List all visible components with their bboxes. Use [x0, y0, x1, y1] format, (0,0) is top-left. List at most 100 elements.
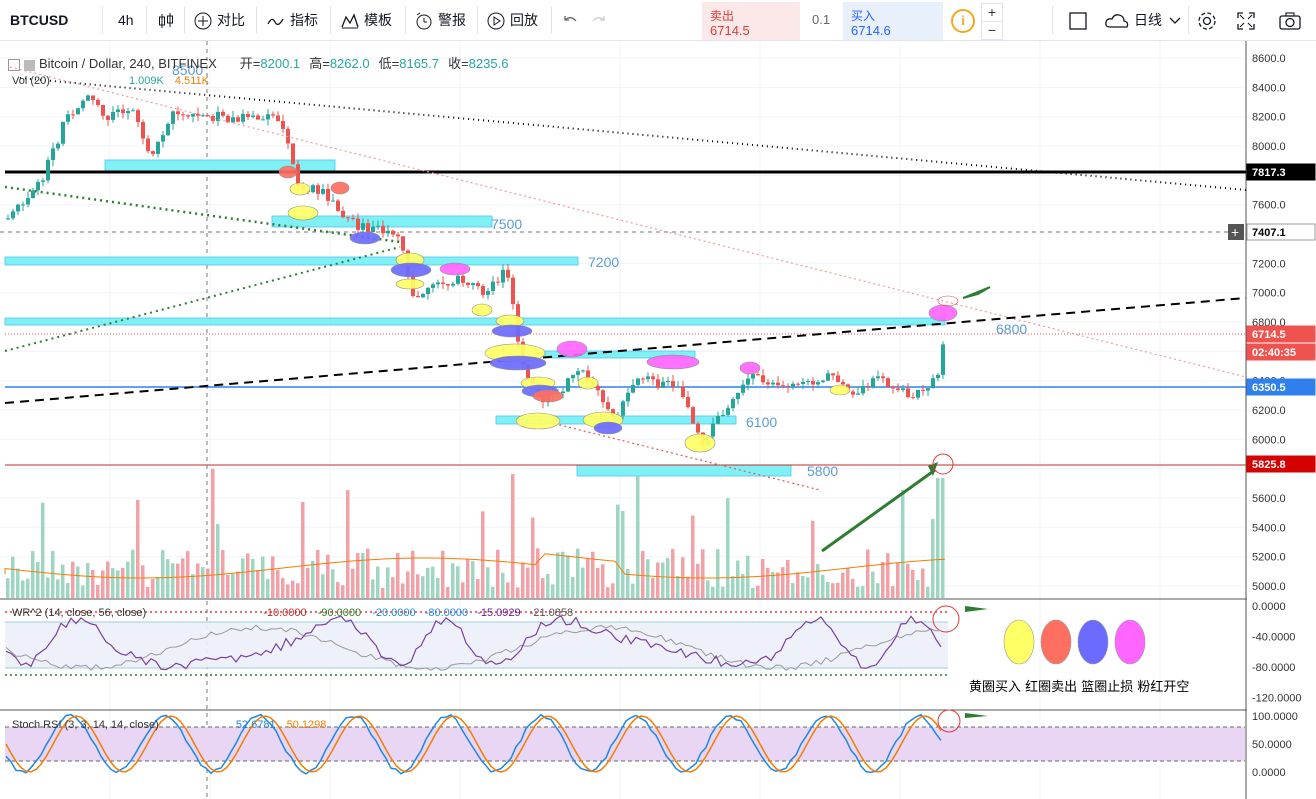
- templates-button[interactable]: 模板: [340, 0, 392, 40]
- candle-body: [61, 121, 65, 144]
- signal-ellipse: [489, 355, 547, 371]
- volume-bar: [796, 572, 800, 598]
- candle-body: [36, 181, 40, 191]
- volume-bar: [596, 567, 600, 598]
- uptrend-line: [4, 297, 1247, 404]
- wr-tick-label: -80.0000: [1252, 662, 1295, 674]
- interval-button[interactable]: 4h: [118, 12, 134, 28]
- vol-value: 1.009K: [128, 75, 164, 87]
- candle-body: [171, 111, 175, 124]
- volume-bar: [11, 556, 15, 598]
- candle-body: [51, 148, 55, 160]
- timeframe-button[interactable]: 日线: [1104, 0, 1186, 40]
- increase-qty-button[interactable]: +: [981, 3, 1003, 22]
- buy-button[interactable]: 买入 6714.6: [843, 2, 943, 40]
- candle-body: [651, 376, 655, 380]
- layout-button[interactable]: [1068, 0, 1092, 40]
- decrease-qty-button[interactable]: −: [981, 21, 1003, 40]
- sell-price: 6714.5: [710, 23, 750, 38]
- volume-bar: [186, 551, 190, 598]
- volume-bar: [876, 583, 880, 598]
- volume-bar: [276, 570, 280, 598]
- alert-button[interactable]: 警报: [414, 0, 466, 40]
- price-badge-label: 7407.1: [1252, 227, 1286, 239]
- indicators-label: 指标: [290, 12, 318, 28]
- candle-body: [346, 217, 350, 219]
- volume-bar: [411, 550, 415, 598]
- undo-button[interactable]: [561, 0, 583, 40]
- indicators-button[interactable]: 指标: [266, 0, 318, 40]
- volume-bar: [296, 583, 300, 598]
- candle-body: [206, 115, 210, 117]
- volume-bar: [496, 549, 500, 598]
- volume-bar: [266, 578, 270, 598]
- volume-bar: [291, 580, 295, 598]
- candle-body: [931, 378, 935, 389]
- candle-body: [741, 384, 745, 393]
- redo-button[interactable]: [590, 0, 612, 40]
- candle-body: [936, 374, 940, 379]
- candle-body: [871, 378, 875, 388]
- signal-ellipse: [390, 262, 432, 278]
- candle-body: [311, 185, 315, 193]
- signal-ellipse: [928, 304, 958, 322]
- candle-body: [806, 381, 810, 383]
- volume-bar: [751, 587, 755, 598]
- volume-bar: [176, 563, 180, 598]
- top-toolbar: BTCUSD 4h 对比 指标 模板 警报 回放 卖出 6714.5 0.1 买…: [0, 0, 1316, 41]
- volume-bar: [756, 585, 760, 598]
- compare-button[interactable]: 对比: [193, 0, 245, 40]
- candle-body: [71, 114, 75, 116]
- volume-bar: [806, 577, 810, 598]
- volume-bar: [271, 556, 275, 598]
- volume-bar: [86, 563, 90, 598]
- chart-type-button[interactable]: [156, 0, 180, 40]
- green-trend-line: [4, 246, 401, 352]
- candle-body: [176, 111, 180, 115]
- candle-body: [691, 407, 695, 424]
- candle-body: [66, 114, 70, 122]
- price-axis[interactable]: 8600.08400.08200.08000.07800.07600.07400…: [1247, 41, 1316, 799]
- candle-body: [571, 374, 575, 379]
- snapshot-button[interactable]: [1278, 0, 1306, 40]
- volume-bar: [816, 564, 820, 598]
- candle-body: [751, 374, 755, 379]
- volume-bar: [901, 489, 905, 598]
- volume-bar: [711, 586, 715, 598]
- fullscreen-button[interactable]: [1236, 0, 1260, 40]
- signal-ellipse: [278, 165, 298, 179]
- candle-body: [666, 381, 670, 383]
- info-icon[interactable]: i: [951, 9, 975, 33]
- square-icon: [1068, 12, 1092, 30]
- volume-bar: [661, 562, 665, 598]
- volume-bar: [686, 576, 690, 598]
- volume-bar: [286, 584, 290, 598]
- candle-body: [491, 281, 495, 291]
- volume-bar: [911, 569, 915, 598]
- volume-bar: [501, 572, 505, 598]
- candle-body: [331, 200, 335, 202]
- volume-bar: [421, 576, 425, 598]
- candle-body: [721, 414, 725, 417]
- volume-bar: [696, 563, 700, 598]
- collapse-icon[interactable]: [8, 59, 20, 72]
- candle-body: [496, 281, 500, 283]
- replay-icon: [486, 12, 510, 30]
- signal-ellipse: [646, 354, 700, 370]
- candle-body: [631, 384, 635, 393]
- candle-body: [601, 390, 605, 403]
- volume-bar: [766, 567, 770, 598]
- replay-button[interactable]: 回放: [486, 0, 538, 40]
- symbol-search[interactable]: BTCUSD: [10, 12, 69, 28]
- settings-button[interactable]: [1196, 0, 1222, 40]
- chart-canvas[interactable]: 8600.08400.08200.08000.07800.07600.07400…: [0, 41, 1316, 799]
- sell-button[interactable]: 卖出 6714.5: [702, 2, 800, 40]
- low-label: 低=: [378, 56, 400, 71]
- volume-bar: [16, 568, 20, 598]
- chevron-down-icon: [1162, 12, 1186, 28]
- volume-bar: [861, 586, 865, 598]
- volume-bar: [446, 587, 450, 598]
- candle-body: [801, 381, 805, 384]
- high-value: 8262.0: [329, 56, 370, 71]
- volume-bar: [336, 582, 340, 598]
